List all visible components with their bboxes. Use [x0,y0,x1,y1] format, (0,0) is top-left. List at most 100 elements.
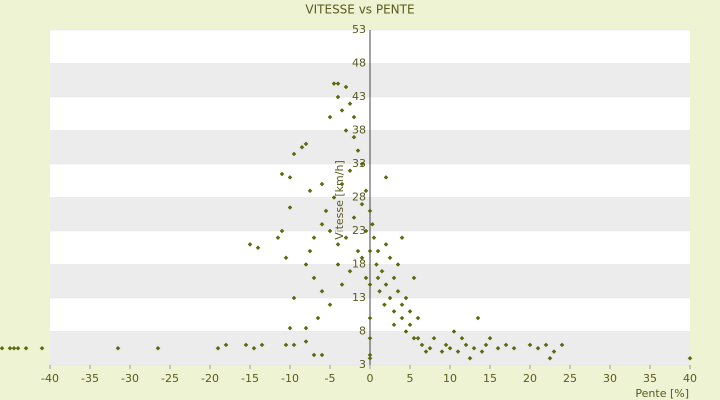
data-point [383,282,389,287]
data-point [11,345,17,351]
x-tick-label: 15 [483,372,497,385]
data-point [335,94,341,100]
data-point [395,262,401,267]
data-point [407,309,413,314]
data-point [511,345,517,351]
data-point [303,141,309,147]
data-point [415,335,421,341]
data-point [379,268,385,274]
data-point [291,342,297,348]
data-point [355,248,361,254]
data-point [319,181,325,187]
data-point [415,315,421,321]
x-tick-label: 5 [407,372,414,385]
y-tick-label: 8 [359,325,366,338]
data-point [451,329,457,334]
data-point [355,148,361,153]
data-point [455,349,461,354]
data-point [403,295,409,301]
data-point [7,345,13,351]
x-tick-label: -10 [281,372,299,385]
data-point [115,345,121,351]
x-tick-label: 25 [563,372,577,385]
data-point [0,345,5,351]
data-point [319,222,325,227]
data-point [411,335,417,341]
data-point [375,275,381,281]
data-point [275,235,281,240]
data-point [399,315,405,321]
data-point [483,342,489,348]
data-point [363,228,369,234]
data-point [383,242,389,247]
data-point [39,345,45,351]
data-point [399,235,405,240]
data-point [359,201,365,207]
y-tick-label: 13 [352,291,366,304]
data-point [503,342,509,348]
data-point [247,242,253,247]
data-point [343,128,349,133]
data-point [367,356,373,361]
data-point [377,289,382,294]
data-point [419,342,425,348]
data-point [287,325,293,331]
data-point [331,81,337,86]
y-tick-label: 3 [359,358,366,371]
x-tick-label: 10 [443,372,457,385]
data-point [395,289,401,294]
y-tick-label: 38 [352,124,366,137]
data-point [487,335,493,341]
x-tick-label: -15 [241,372,259,385]
data-point [351,134,357,140]
data-point [363,275,369,281]
data-point [383,175,389,180]
data-point [439,349,445,354]
data-point [367,335,373,341]
data-point [259,342,265,348]
data-point [687,356,693,361]
data-point [471,345,477,351]
chart-title: VITESSE vs PENTE [305,3,414,17]
data-point [399,302,405,307]
data-point [382,302,387,307]
data-point [311,352,317,358]
data-point [303,339,309,344]
x-axis-label: Pente [%] [635,387,689,400]
data-point [327,228,333,234]
data-point [215,345,221,351]
data-point [374,262,379,267]
data-point [291,151,297,157]
data-point [335,242,341,247]
data-point [279,228,285,234]
data-point [391,275,397,281]
data-point [311,235,317,240]
y-tick-label: 43 [352,90,366,103]
data-point [339,181,345,187]
x-tick-label: 30 [603,372,617,385]
y-tick-label: 33 [352,157,366,170]
data-point [367,315,373,321]
x-tick-label: -25 [161,372,179,385]
data-point [447,345,453,351]
data-point [359,255,365,261]
data-point [307,248,313,254]
x-tick-label: 40 [683,372,697,385]
x-tick-label: -35 [81,372,99,385]
y-tick-label: 18 [352,258,366,271]
y-tick-label: 48 [352,57,366,70]
data-point [367,282,373,287]
x-tick-label: 0 [367,372,374,385]
x-tick-label: -40 [41,372,59,385]
data-point [155,345,161,351]
data-point [255,245,261,251]
data-point [547,356,553,361]
data-point [431,335,437,341]
data-point [387,295,393,301]
data-point [351,215,357,220]
data-point [427,345,433,351]
data-point [23,345,29,351]
x-tick-label: 20 [523,372,537,385]
data-point [479,349,485,354]
x-tick-label: -5 [325,372,336,385]
